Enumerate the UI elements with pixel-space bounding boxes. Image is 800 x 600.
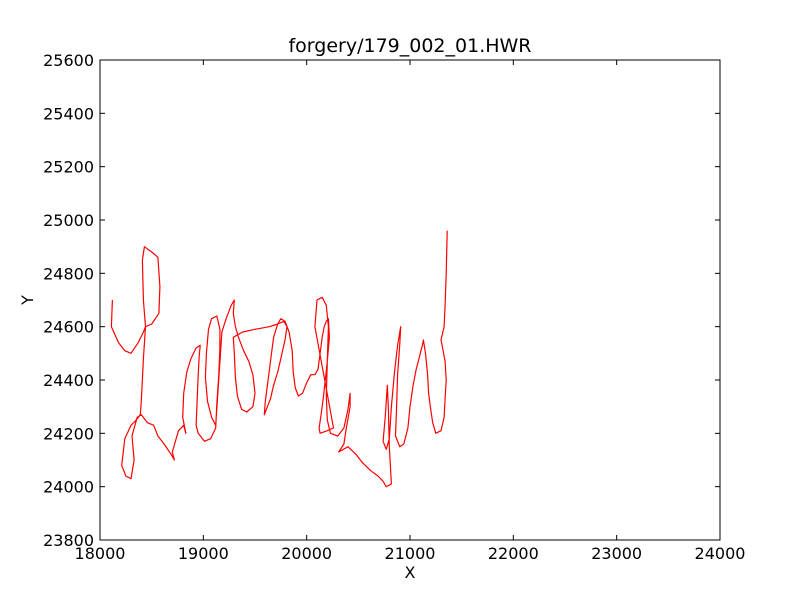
x-tick-label: 22000 [488,544,539,563]
x-tick-label: 20000 [281,544,332,563]
y-tick-label: 25000 [43,211,94,230]
y-tick-label: 25400 [43,104,94,123]
y-tick-label: 25200 [43,158,94,177]
x-tick-label: 21000 [385,544,436,563]
x-tick-label: 19000 [178,544,229,563]
y-tick-label: 23800 [43,531,94,550]
plot-background [100,60,720,540]
x-tick-label: 23000 [591,544,642,563]
chart-title: forgery/179_002_01.HWR [288,35,531,57]
y-tick-label: 24200 [43,424,94,443]
x-tick-label: 24000 [695,544,746,563]
y-tick-label: 24800 [43,264,94,283]
y-axis: 23800 24000 24200 24400 24600 24800 25000 25200… [43,51,720,550]
y-tick-label: 24000 [43,478,94,497]
y-tick-label: 24400 [43,371,94,390]
x-tick-label: 18000 [75,544,126,563]
x-axis: 18000 19000 20000 21000 22000 23000 24000 [75,60,746,563]
series-line [110,230,448,488]
x-axis-title: X [405,563,416,582]
y-tick-label: 25600 [43,51,94,70]
y-axis-title: Y [18,295,37,306]
series-layer [110,230,448,488]
y-tick-label: 24600 [43,318,94,337]
